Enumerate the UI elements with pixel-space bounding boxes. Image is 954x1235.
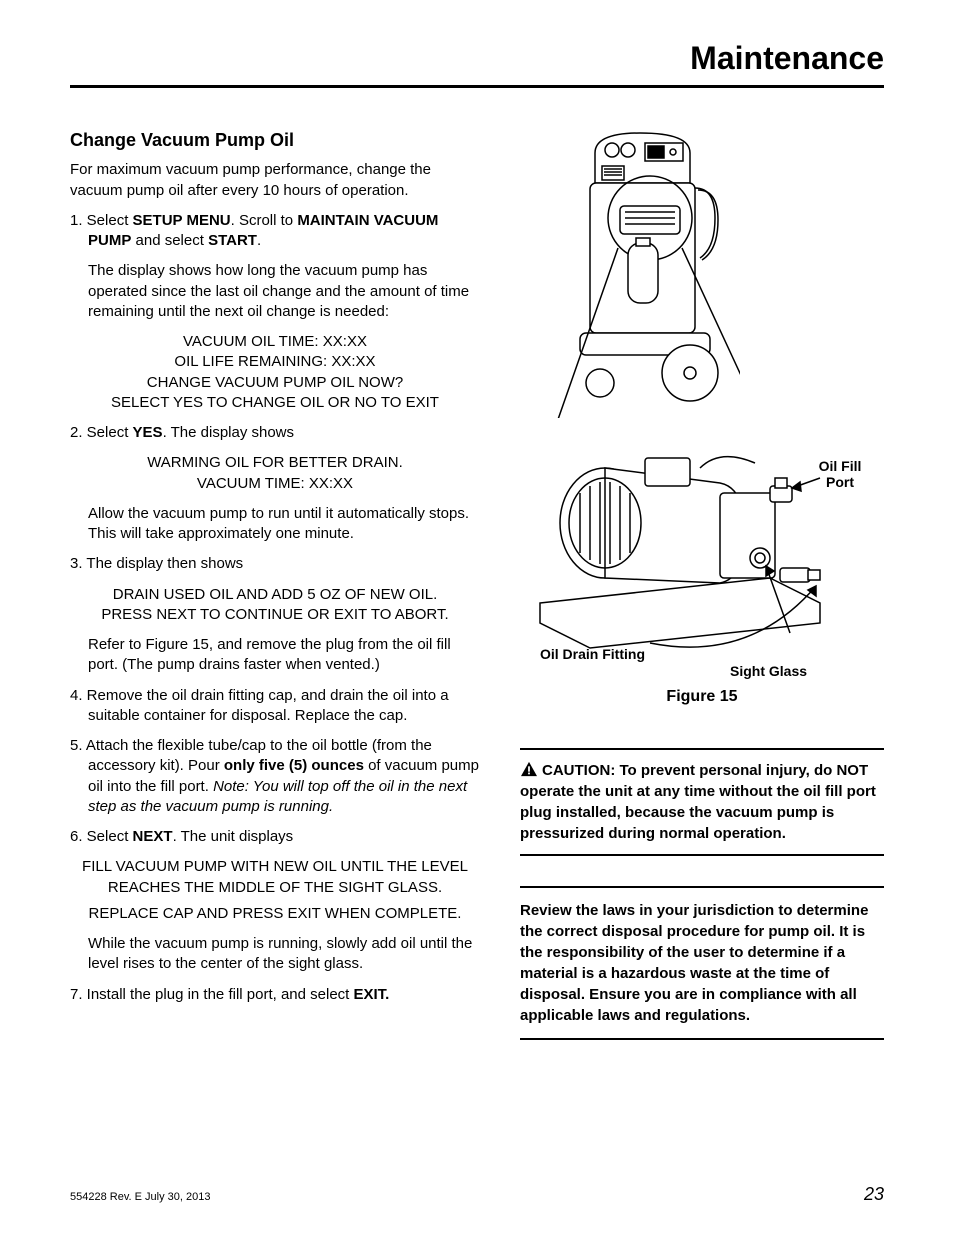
display-line: VACUUM OIL TIME: XX:XX <box>70 332 480 352</box>
step-2-body: Allow the vacuum pump to run until it au… <box>88 504 480 545</box>
step-1-bold: SETUP MENU <box>133 212 231 229</box>
figure-caption: Figure 15 <box>520 688 884 706</box>
display-line: PRESS NEXT TO CONTINUE OR EXIT TO ABORT. <box>70 605 480 625</box>
intro-paragraph: For maximum vacuum pump performance, cha… <box>70 160 480 201</box>
display-line: REPLACE CAP AND PRESS EXIT WHEN COMPLETE… <box>70 904 480 924</box>
label-sight-glass: Sight Glass <box>730 663 807 679</box>
step-6-text: . The unit displays <box>173 828 294 845</box>
caution-text: CAUTION: To prevent personal injury, do … <box>520 762 876 842</box>
step-6: 6. Select NEXT. The unit displays <box>70 827 480 847</box>
right-column: Oil Fill Port Oil Drain Fitting Sight Gl… <box>520 128 884 1040</box>
header-title: Maintenance <box>690 40 884 76</box>
step-1-bold: START <box>208 232 257 249</box>
step-1-body: The display shows how long the vacuum pu… <box>88 261 480 322</box>
display-block-1: VACUUM OIL TIME: XX:XX OIL LIFE REMAININ… <box>70 332 480 413</box>
step-4: 4. Remove the oil drain fitting cap, and… <box>70 686 480 727</box>
caution-box: CAUTION: To prevent personal injury, do … <box>520 748 884 856</box>
display-block-3: DRAIN USED OIL AND ADD 5 OZ OF NEW OIL. … <box>70 585 480 626</box>
step-2-text: . The display shows <box>163 424 294 441</box>
step-6-text: 6. Select <box>70 828 133 845</box>
figure-15: Oil Fill Port Oil Drain Fitting Sight Gl… <box>520 128 884 718</box>
legal-text: Review the laws in your jurisdiction to … <box>520 902 868 1024</box>
step-1: 1. Select SETUP MENU. Scroll to MAINTAIN… <box>70 211 480 252</box>
display-line: FILL VACUUM PUMP WITH NEW OIL UNTIL THE … <box>70 857 480 898</box>
footer-page-number: 23 <box>864 1184 884 1205</box>
label-oil-fill-port: Oil Fill Port <box>810 458 870 490</box>
step-1-text: . <box>257 232 261 249</box>
step-1-text: 1. Select <box>70 212 133 229</box>
display-line: DRAIN USED OIL AND ADD 5 OZ OF NEW OIL. <box>70 585 480 605</box>
step-1-text: and select <box>131 232 208 249</box>
step-5: 5. Attach the flexible tube/cap to the o… <box>70 736 480 817</box>
section-heading: Change Vacuum Pump Oil <box>70 128 480 152</box>
step-5-bold: only five (5) ounces <box>224 757 364 774</box>
step-3: 3. The display then shows <box>70 554 480 574</box>
page-header: Maintenance <box>70 40 884 88</box>
step-7-bold: EXIT. <box>354 986 390 1003</box>
display-line: WARMING OIL FOR BETTER DRAIN. <box>70 453 480 473</box>
display-block-2: WARMING OIL FOR BETTER DRAIN. VACUUM TIM… <box>70 453 480 494</box>
label-oil-drain-fitting: Oil Drain Fitting <box>540 646 645 662</box>
warning-icon <box>520 761 538 777</box>
display-block-4: FILL VACUUM PUMP WITH NEW OIL UNTIL THE … <box>70 857 480 924</box>
page-footer: 554228 Rev. E July 30, 2013 23 <box>70 1184 884 1205</box>
step-1-text: . Scroll to <box>231 212 298 229</box>
left-column: Change Vacuum Pump Oil For maximum vacuu… <box>70 128 480 1040</box>
display-line: SELECT YES TO CHANGE OIL OR NO TO EXIT <box>70 393 480 413</box>
footer-docinfo: 554228 Rev. E July 30, 2013 <box>70 1191 210 1203</box>
pump-illustration <box>520 438 850 658</box>
step-6-body: While the vacuum pump is running, slowly… <box>88 934 480 975</box>
step-7: 7. Install the plug in the fill port, an… <box>70 985 480 1005</box>
display-line: OIL LIFE REMAINING: XX:XX <box>70 352 480 372</box>
content-columns: Change Vacuum Pump Oil For maximum vacuu… <box>70 128 884 1040</box>
legal-box: Review the laws in your jurisdiction to … <box>520 886 884 1040</box>
machine-illustration <box>540 128 740 418</box>
display-line: CHANGE VACUUM PUMP OIL NOW? <box>70 373 480 393</box>
step-2-text: 2. Select <box>70 424 133 441</box>
display-line: VACUUM TIME: XX:XX <box>70 474 480 494</box>
step-2-bold: YES <box>133 424 163 441</box>
step-3-body: Refer to Figure 15, and remove the plug … <box>88 635 480 676</box>
step-2: 2. Select YES. The display shows <box>70 423 480 443</box>
step-7-text: 7. Install the plug in the fill port, an… <box>70 986 354 1003</box>
step-6-bold: NEXT <box>133 828 173 845</box>
